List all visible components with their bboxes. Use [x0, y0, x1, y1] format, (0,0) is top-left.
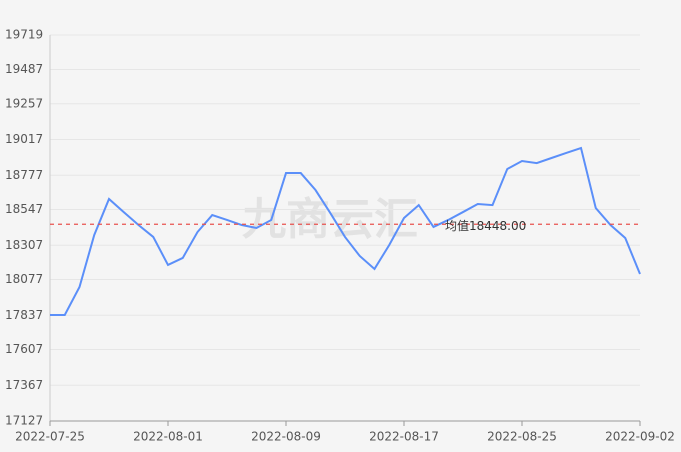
- y-tick-label: 19017: [5, 132, 43, 146]
- y-tick-label: 17367: [5, 378, 43, 392]
- x-tick-label: 2022-08-25: [487, 430, 557, 444]
- y-tick-label: 18777: [5, 168, 43, 182]
- watermark: 九商云汇: [242, 194, 418, 245]
- y-tick-label: 18547: [5, 202, 43, 216]
- y-tick-label: 17607: [5, 342, 43, 356]
- average-label: 均值18448.00: [445, 218, 526, 233]
- y-tick-label: 17127: [5, 414, 43, 428]
- x-tick-label: 2022-09-02: [605, 430, 675, 444]
- x-tick-label: 2022-08-09: [251, 430, 321, 444]
- y-tick-label: 18307: [5, 238, 43, 252]
- y-tick-label: 17837: [5, 308, 43, 322]
- y-tick-label: 19487: [5, 62, 43, 76]
- y-tick-label: 19719: [5, 28, 43, 42]
- x-tick-label: 2022-08-01: [133, 430, 203, 444]
- x-tick-label: 2022-07-25: [15, 430, 85, 444]
- y-tick-label: 19257: [5, 96, 43, 110]
- y-tick-label: 18077: [5, 272, 43, 286]
- x-tick-label: 2022-08-17: [369, 430, 439, 444]
- line: [50, 146, 641, 316]
